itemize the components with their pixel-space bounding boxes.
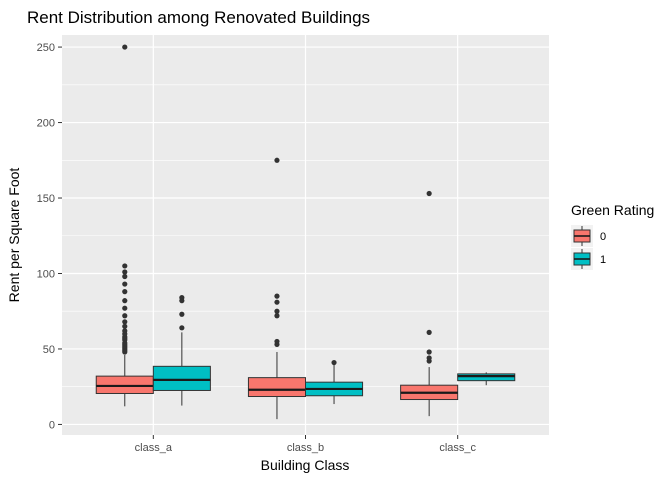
legend-label: 0: [600, 231, 606, 243]
y-axis: 0 50 100 150 200 250: [37, 42, 62, 431]
box-class_c-1: [457, 372, 516, 386]
legend-title: Green Rating: [571, 202, 654, 218]
outlier-point: [122, 319, 128, 325]
outlier-point: [122, 313, 128, 319]
outlier-point: [331, 359, 337, 366]
outlier-point: [122, 323, 128, 329]
grid-lines: [62, 35, 549, 435]
outlier-point: [274, 157, 280, 163]
box-class_a-0: [95, 44, 154, 407]
box-body: [457, 373, 516, 382]
outlier-point: [122, 281, 128, 287]
outlier-point: [122, 273, 128, 280]
legend: Green Rating 0 1: [571, 202, 654, 270]
y-axis-title: Rent per Square Foot: [6, 168, 22, 303]
outlier-point: [179, 295, 185, 301]
outlier-point: [274, 299, 280, 305]
outlier-point: [122, 44, 128, 50]
box-class_b-0: [247, 157, 306, 420]
outlier-point: [274, 293, 280, 299]
x-axis: class_a class_b class_c: [135, 435, 477, 454]
outlier-point: [122, 263, 128, 269]
box-class_a-1: [152, 295, 211, 406]
chart-title: Rent Distribution among Renovated Buildi…: [27, 8, 370, 27]
box-class_b-1: [305, 359, 364, 405]
outlier-point: [122, 328, 128, 334]
y-tick-label: 0: [49, 419, 55, 431]
x-tick-label: class_a: [135, 442, 173, 454]
legend-label: 1: [600, 254, 606, 266]
y-tick-label: 50: [43, 344, 55, 356]
outlier-point: [426, 355, 432, 361]
y-tick-label: 150: [37, 193, 55, 205]
outlier-point: [122, 269, 128, 275]
outlier-point: [179, 311, 185, 317]
outlier-point: [274, 308, 280, 314]
box-body: [152, 365, 211, 391]
outlier-point: [426, 190, 432, 197]
outlier-point: [274, 338, 280, 345]
outlier-point: [274, 313, 280, 319]
x-tick-label: class_b: [287, 442, 324, 454]
box-layer: [95, 44, 516, 420]
outlier-point: [122, 305, 128, 311]
y-tick-label: 200: [37, 118, 55, 130]
outlier-point: [122, 289, 128, 295]
y-tick-label: 100: [37, 268, 55, 280]
legend-key-0: [571, 225, 593, 247]
y-tick-label: 250: [37, 42, 55, 54]
outlier-point: [426, 349, 432, 355]
box-body: [247, 377, 306, 398]
x-tick-label: class_c: [439, 442, 476, 454]
box-body: [95, 375, 154, 394]
x-axis-title: Building Class: [261, 457, 350, 473]
box-class_c-0: [400, 190, 459, 417]
legend-key-1: [571, 248, 593, 270]
outlier-point: [122, 298, 128, 304]
outlier-point: [179, 325, 185, 331]
outlier-point: [426, 329, 432, 335]
